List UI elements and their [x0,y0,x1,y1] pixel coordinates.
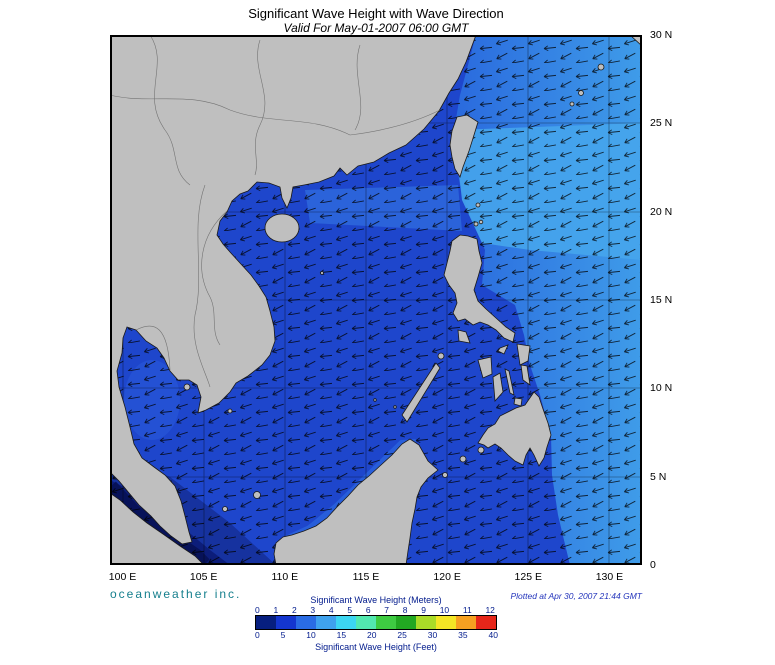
island-spratly2 [393,405,397,409]
island-paracel [320,271,324,275]
latitude-tick-label: 25 N [650,117,673,130]
land-cebu [504,368,515,396]
legend-meters-tick: 0 [255,605,260,615]
legend-meters-title: Significant Wave Height (Meters) [310,595,442,605]
legend-feet-tick: 10 [306,630,316,640]
latitude-tick-label: 5 N [650,470,667,483]
island-basilan [477,446,485,454]
legend-meters-tick: 9 [421,605,426,615]
legend-meters-tick: 10 [439,605,450,615]
legend-meters-ticks: 0 1 2 3 4 5 6 7 8 9 10 11 12 [255,605,495,615]
legend-feet-tick: 0 [255,630,260,640]
island-anambas [222,506,228,512]
legend-feet-tick: 25 [397,630,407,640]
legend-meters-tick: 4 [328,605,334,615]
oceanweather-logo-text: oceanweather inc. [110,587,242,601]
longitude-tick-label: 120 E [433,571,461,583]
island-ryukyu2 [597,63,605,71]
latitude-tick-label: 20 N [650,205,673,218]
legend-color-cell [376,616,396,629]
longitude-axis: 100 E 105 E 110 E 115 E 120 E 125 E 130 E [82,571,650,583]
page-title: Significant Wave Height with Wave Direct… [248,6,504,21]
legend-color-cell [456,616,476,629]
land-samar [516,343,531,366]
legend-color-cell [296,616,316,629]
land-hainan [264,213,300,243]
island-tawitawi [442,472,448,478]
legend-meters-tick: 12 [485,605,495,615]
land-palawan [401,362,441,423]
valid-time-subtitle: Valid For May-01-2007 06:00 GMT [283,21,469,35]
legend-feet-tick: 15 [336,630,347,640]
land-mainland-asia [109,34,477,545]
legend-meters-tick: 3 [310,605,316,615]
longitude-tick-label: 125 E [514,571,542,583]
legend-feet-tick: 35 [458,630,468,640]
map-canvas [104,34,643,571]
wave-height-map [104,34,643,571]
legend-feet-title: Significant Wave Height (Feet) [315,642,437,652]
longitude-tick-label: 115 E [352,571,380,583]
longitude-tick-label: 105 E [189,571,218,583]
legend-meters-tick: 5 [347,605,353,615]
legend-meters-tick: 8 [402,605,408,615]
land-panay [477,356,493,379]
latitude-tick-label: 15 N [650,293,673,306]
inland-borders [109,34,441,388]
legend-meters-tick: 11 [462,605,472,615]
island-phuquoc [183,383,191,391]
legend-meters-tick: 1 [273,605,279,615]
legend-feet-tick: 5 [280,630,286,640]
legend-color-cell [316,616,336,629]
legend-color-cell [336,616,356,629]
latitude-tick-label: 0 [650,558,656,571]
legend-color-cell [476,616,496,629]
island-conson [227,408,233,414]
longitude-tick-label: 110 E [271,571,299,583]
land-mindoro [457,329,471,344]
land-negros [492,372,504,402]
island-calamian [437,352,445,360]
land-masbate [497,344,509,355]
legend-meters-tick: 6 [365,605,371,615]
land-borneo [273,438,439,566]
latitude-tick-label: 30 N [650,29,673,41]
legend-colorbar [255,615,497,630]
legend-color-cell [396,616,416,629]
island-spratly1 [373,398,377,402]
legend-color-cell [356,616,376,629]
legend-color-cell [256,616,276,629]
land-mindanao [477,391,552,467]
legend-feet-tick: 40 [488,630,498,640]
map-frame [110,35,642,565]
legend-meters-tick: 7 [384,605,390,615]
land-luzon [443,234,516,343]
legend-feet-tick: 30 [427,630,438,640]
latitude-axis: 30 N 25 N 20 N 15 N 10 N 5 N 0 [650,29,672,571]
legend-feet-ticks: 0 5 10 15 20 25 30 35 40 [255,630,498,640]
latitude-tick-label: 10 N [650,382,673,395]
island-batanes [475,202,481,208]
land-leyte [520,364,531,386]
island-jolo [459,455,467,463]
island-ryukyu1 [578,90,584,96]
island-babuyan [473,221,479,227]
island-babuyan2 [478,219,484,225]
legend-color-cell [276,616,296,629]
legend-color-cell [436,616,456,629]
island-natuna [253,491,261,499]
longitude-tick-label: 100 E [108,571,137,583]
longitude-tick-label: 130 E [595,571,624,583]
legend-color-cell [416,616,436,629]
land-masses [109,34,643,566]
island-ryukyu3 [569,101,575,107]
legend-feet-tick: 20 [367,630,377,640]
plotted-timestamp: Plotted at Apr 30, 2007 21:44 GMT [510,591,642,601]
legend-meters-tick: 2 [291,605,297,615]
land-taiwan [449,114,479,178]
